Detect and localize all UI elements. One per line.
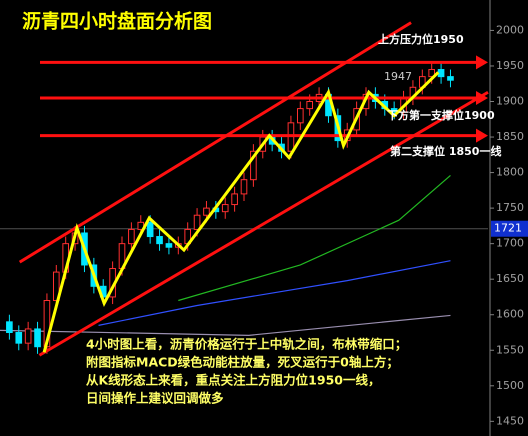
- plot: [0, 21, 489, 357]
- current-price-box: [491, 220, 528, 237]
- annotation: 下方第一支撑位1900: [387, 108, 495, 122]
- candle-body: [437, 69, 445, 78]
- arrow-head: [476, 90, 488, 105]
- y-tick-label: 1600: [496, 308, 524, 321]
- candle-body: [240, 179, 248, 195]
- y-tick-label: 1550: [496, 343, 524, 356]
- candle-body: [34, 328, 41, 348]
- y-tick-label: 1500: [496, 379, 524, 392]
- y-tick-label: 1800: [496, 166, 524, 179]
- note-line: 从K线形态上来看，重点关注上方阻力位1950一线，: [86, 373, 380, 388]
- candle-body: [296, 108, 304, 124]
- candle-body: [306, 101, 314, 110]
- candle-body: [428, 69, 436, 78]
- y-tick-label: 1700: [496, 237, 524, 250]
- y-tick-label: 1650: [496, 272, 524, 285]
- candle-body: [165, 243, 173, 248]
- note-line: 4小时图上看，沥青价格运行于上中轨之间，布林带缩口；: [86, 337, 407, 352]
- y-tick-label: 2000: [496, 23, 524, 36]
- annotation: 1947: [384, 70, 412, 83]
- moving-average: [178, 174, 451, 302]
- chart-title: 沥青四小时盘面分析图: [22, 10, 212, 33]
- candle-body: [156, 236, 163, 245]
- candle-body: [24, 328, 32, 344]
- candle-body: [203, 207, 210, 216]
- annotation: 上方压力位1950: [378, 32, 464, 46]
- annotation: 第二支撑位 1850一线: [390, 144, 501, 158]
- y-tick-label: 1950: [496, 59, 524, 72]
- candle-body: [193, 214, 201, 230]
- note-line: 日间操作上建议回调做多: [86, 391, 224, 406]
- y-tick-label: 1900: [496, 95, 524, 108]
- candle-body: [390, 108, 398, 113]
- candle-body: [221, 204, 229, 213]
- candle-body: [6, 321, 13, 333]
- y-tick-label: 1850: [496, 130, 524, 143]
- candle-body: [250, 150, 257, 181]
- notes: 4小时图上看，沥青价格运行于上中轨之间，布林带缩口； 附图指标MACD绿色动能柱放…: [86, 337, 407, 406]
- candle-body: [231, 193, 238, 206]
- arrow-head: [476, 55, 488, 70]
- current-price-label: 1721: [494, 222, 522, 235]
- zigzag: [42, 71, 440, 353]
- candle-body: [447, 76, 454, 81]
- candle-body: [128, 228, 135, 245]
- moving-average: [0, 314, 451, 336]
- arrow-head: [476, 128, 488, 143]
- y-tick-label: 1750: [496, 201, 524, 214]
- candle-body: [15, 331, 23, 344]
- candle-body: [146, 221, 154, 238]
- y-tick-label: 1450: [496, 414, 524, 427]
- moving-average: [98, 260, 451, 326]
- note-line: 附图指标MACD绿色动能柱放量，死叉运行于0轴上方；: [86, 355, 399, 370]
